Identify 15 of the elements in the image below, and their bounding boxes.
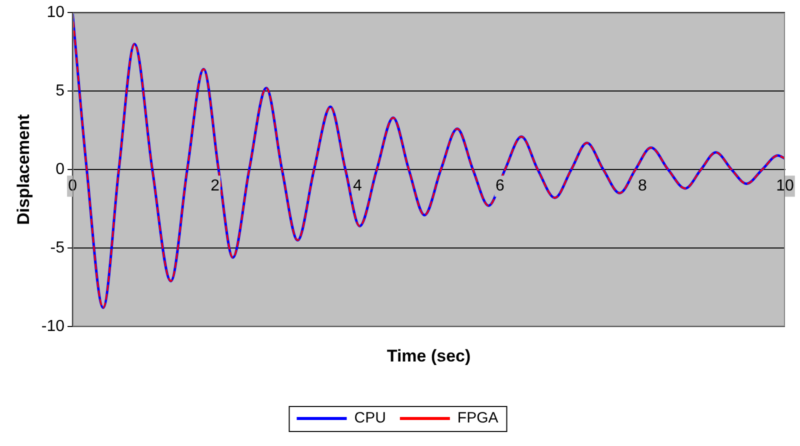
y-tick-label: 10 <box>46 4 65 22</box>
y-tick-label: 0 <box>56 161 65 178</box>
x-tick-label: 6 <box>496 178 505 195</box>
x-axis-title: Time (sec) <box>386 346 471 366</box>
x-tick-label: 8 <box>638 178 648 195</box>
x-tick-label: 4 <box>353 178 362 195</box>
x-tick-label: 2 <box>210 178 220 195</box>
y-tick-label: 5 <box>56 82 65 100</box>
x-tick-label: 0 <box>68 178 78 195</box>
y-tick-label: -10 <box>41 318 65 336</box>
y-tick-label: -5 <box>50 240 65 257</box>
y-axis-title: Displacement <box>14 114 33 225</box>
x-tick-label: 10 <box>776 178 794 195</box>
legend-label: FPGA <box>457 410 498 427</box>
legend-label: CPU <box>354 410 386 427</box>
